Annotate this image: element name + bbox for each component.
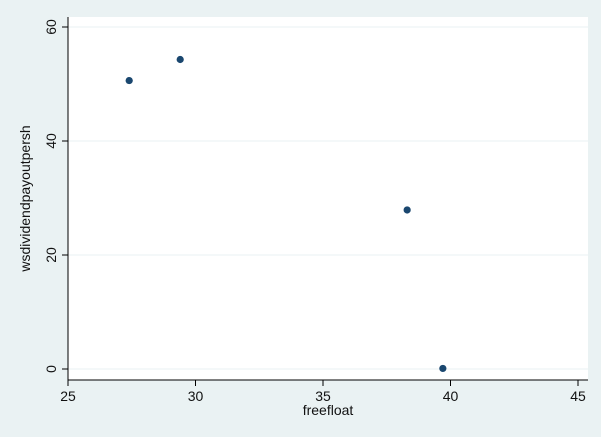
data-point [403,206,411,214]
y-axis-title: wsdividendpayoutpersh [17,125,33,272]
y-tick-label: 40 [43,133,59,149]
x-tick-label: 45 [570,388,586,404]
data-point [125,76,133,85]
y-tick-label: 0 [43,365,59,373]
y-tick-label: 20 [43,247,59,263]
x-axis-title: freefloat [303,402,354,418]
y-tick-label: 60 [43,19,59,35]
data-point [176,55,184,64]
x-tick-label: 25 [60,388,76,404]
axes [67,17,588,381]
x-tick-label: 40 [443,388,459,404]
gridlines [68,26,588,370]
x-tick-label: 30 [188,388,204,404]
data-point [439,364,447,373]
ticks: 25 30 35 40 45 0 20 40 60 [43,19,586,404]
plot-area [68,17,588,380]
x-tick-label: 35 [315,388,331,404]
data-points [125,55,447,373]
